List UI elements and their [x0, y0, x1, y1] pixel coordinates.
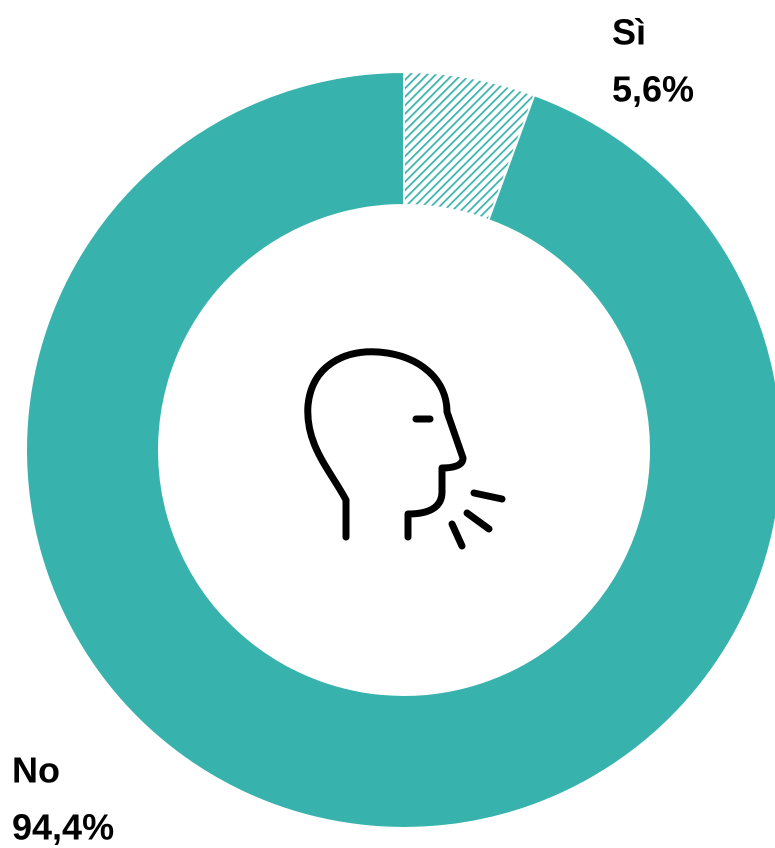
value-label: 94,4%: [12, 807, 114, 848]
donut-segment: [25, 70, 775, 829]
value-label: 5,6%: [612, 69, 694, 110]
segments: [25, 70, 775, 829]
category-label: No: [12, 750, 60, 791]
category-label: Sì: [612, 12, 646, 53]
speaking-head-icon: [304, 348, 506, 550]
